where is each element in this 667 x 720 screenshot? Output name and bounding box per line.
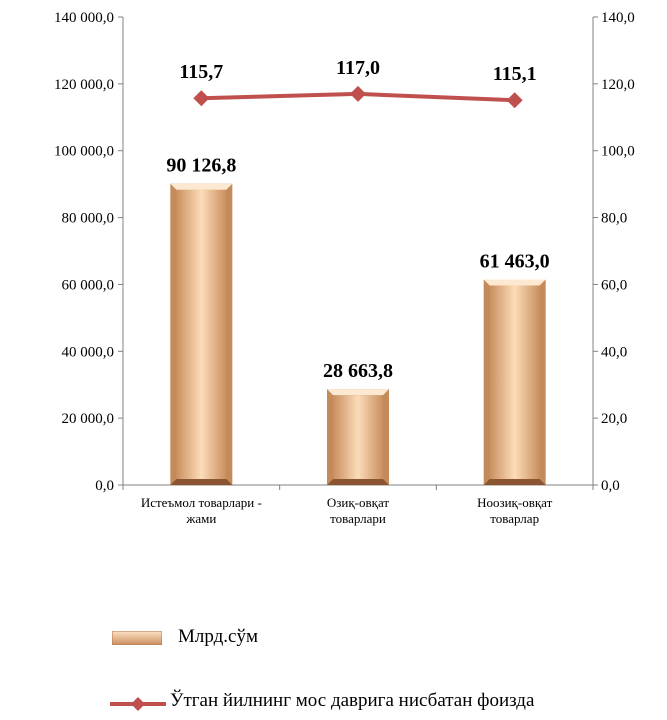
legend-bar-label: Млрд.сўм (178, 626, 258, 647)
line-data-label: 117,0 (336, 57, 380, 79)
y-left-tick-label: 40 000,0 (62, 344, 115, 360)
y-right-tick-label: 0,0 (601, 478, 620, 494)
line-data-label: 115,7 (179, 61, 223, 83)
x-tick-label: Истеъмол товарлари -жами (141, 495, 262, 526)
y-right-tick-label: 140,0 (601, 10, 635, 26)
legend-line-label: Ўтган йилнинг мос даврига нисбатан фоизд… (170, 690, 535, 711)
bar-data-label: 28 663,8 (323, 360, 393, 382)
bar (483, 279, 546, 485)
y-left-tick-label: 80 000,0 (62, 211, 115, 227)
y-left-tick-label: 60 000,0 (62, 277, 115, 293)
y-left-tick-label: 20 000,0 (62, 411, 115, 427)
bar-bevel-bottom (483, 479, 546, 485)
line-point (193, 90, 210, 107)
y-left-tick-label: 140 000,0 (54, 10, 114, 26)
line-point (350, 85, 366, 102)
y-right-tick-label: 60,0 (601, 277, 627, 293)
y-left-tick-label: 0,0 (95, 478, 114, 494)
legend-line-entry: Ўтган йилнинг мос даврига нисбатан фоизд… (0, 690, 667, 720)
y-right-tick-label: 100,0 (601, 144, 635, 160)
bar-bevel-top (483, 279, 546, 286)
bar-bevel-bottom (170, 479, 233, 485)
bar-data-label: 90 126,8 (166, 155, 236, 177)
bar-bevel-top (327, 389, 389, 396)
bar (327, 389, 389, 485)
bar-face (176, 189, 227, 479)
bar-bevel-top (170, 183, 233, 190)
bar-face (333, 395, 383, 479)
line-data-label: 115,1 (493, 63, 537, 85)
chart: 0,0 20 000,0 40 000,0 60 000,0 80 000,0 100 0… (54, 10, 635, 526)
y-right-tick-label: 80,0 (601, 211, 627, 227)
bar-bevel-bottom (327, 479, 389, 485)
legend-line-swatch (110, 697, 166, 711)
bar-face (489, 285, 540, 479)
y-left-tick-label: 100 000,0 (54, 144, 114, 160)
bar (170, 183, 233, 485)
legend-bar-swatch (112, 631, 162, 645)
y-right-tick-label: 40,0 (601, 344, 627, 360)
y-right-tick-label: 120,0 (601, 77, 635, 93)
x-tick-label: Озиқ-овқат товарлари (327, 495, 390, 526)
bar-data-label: 61 463,0 (480, 251, 550, 273)
legend-bar-entry: Млрд.сўм (0, 625, 667, 655)
y-left-tick-label: 120 000,0 (54, 77, 114, 93)
y-right-tick-label: 20,0 (601, 411, 627, 427)
line-point (506, 92, 523, 109)
x-tick-label: Ноозиқ-овқат товарлар (477, 495, 553, 526)
